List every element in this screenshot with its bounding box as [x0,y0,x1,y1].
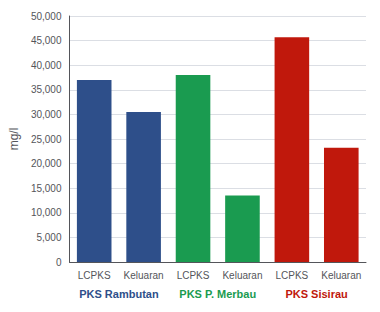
svg-text:Keluaran: Keluaran [222,270,262,281]
svg-text:0: 0 [56,257,62,268]
svg-text:40,000: 40,000 [31,60,62,71]
svg-text:15,000: 15,000 [31,183,62,194]
svg-text:PKS Sisirau: PKS Sisirau [285,288,347,300]
svg-text:PKS Rambutan: PKS Rambutan [79,288,159,300]
svg-text:50,000: 50,000 [31,11,62,22]
svg-text:20,000: 20,000 [31,158,62,169]
svg-text:LCPKS: LCPKS [177,270,210,281]
svg-text:45,000: 45,000 [31,35,62,46]
svg-text:30,000: 30,000 [31,109,62,120]
svg-text:mg/l: mg/l [7,128,21,151]
svg-text:PKS P. Merbau: PKS P. Merbau [179,288,256,300]
svg-text:25,000: 25,000 [31,134,62,145]
svg-text:10,000: 10,000 [31,207,62,218]
svg-text:Keluaran: Keluaran [321,270,361,281]
svg-text:35,000: 35,000 [31,84,62,95]
svg-text:5,000: 5,000 [36,232,61,243]
svg-text:LCPKS: LCPKS [78,270,111,281]
svg-text:Keluaran: Keluaran [124,270,164,281]
svg-text:LCPKS: LCPKS [275,270,308,281]
